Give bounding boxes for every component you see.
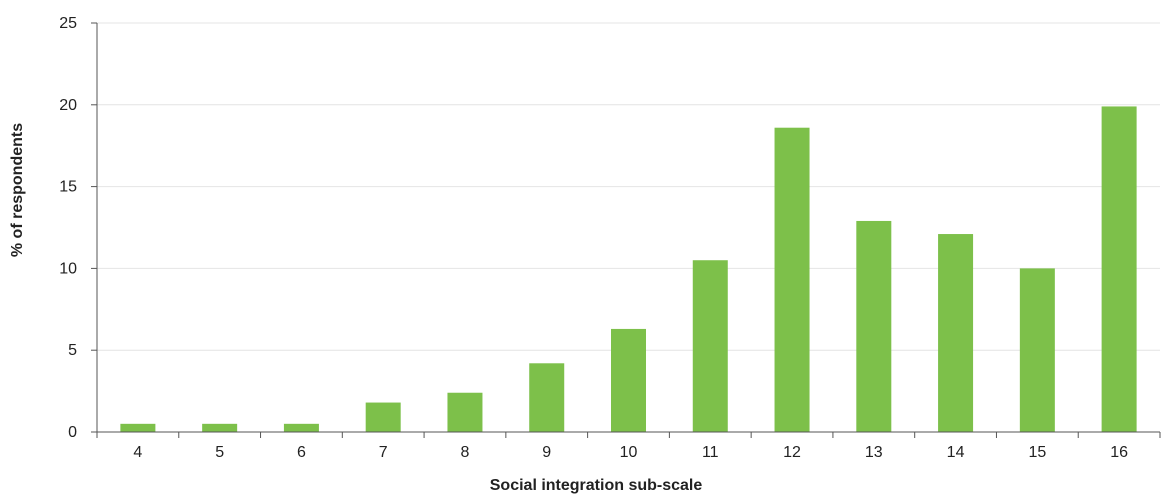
bar-10 (611, 328, 646, 432)
gridlines (97, 22, 1160, 351)
bar-12 (774, 127, 810, 432)
x-tick-label: 10 (620, 444, 638, 461)
y-axis-title: % of respondents (9, 123, 26, 257)
x-tick-labels: 4 5 6 7 8 9 10 11 12 13 14 15 16 (133, 444, 1128, 461)
x-tick-label: 8 (461, 444, 470, 461)
y-tick-label: 10 (59, 260, 77, 277)
bar-5 (202, 423, 238, 432)
y-tick-label: 25 (59, 15, 77, 32)
x-axis-title: Social integration sub-scale (490, 477, 703, 494)
x-tick-label: 4 (133, 444, 142, 461)
x-tick-label: 12 (783, 444, 801, 461)
x-tick-label: 14 (947, 444, 965, 461)
axes (91, 22, 1161, 438)
y-tick-label: 15 (59, 179, 77, 196)
y-tick-label: 20 (59, 97, 77, 114)
x-tick-label: 15 (1028, 444, 1046, 461)
x-tick-label: 5 (215, 444, 224, 461)
y-tick-labels: 0 5 10 15 20 25 (59, 15, 77, 441)
bar-4 (120, 423, 156, 432)
x-tick-label: 7 (379, 444, 388, 461)
x-tick-label: 13 (865, 444, 883, 461)
bar-6 (283, 423, 319, 432)
bar-14 (938, 234, 974, 432)
bars (120, 106, 1137, 432)
x-tick-label: 9 (542, 444, 551, 461)
y-tick-label: 0 (68, 424, 77, 441)
bar-16 (1101, 106, 1137, 432)
x-tick-label: 6 (297, 444, 306, 461)
bar-13 (856, 220, 892, 432)
bar-7 (365, 402, 401, 432)
bar-9 (529, 363, 565, 432)
bar-11 (692, 260, 728, 432)
y-tick-label: 5 (68, 342, 77, 359)
x-tick-label: 11 (702, 444, 719, 461)
x-tick-label: 16 (1110, 444, 1128, 461)
bar-8 (447, 392, 483, 432)
bar-15 (1019, 268, 1055, 432)
